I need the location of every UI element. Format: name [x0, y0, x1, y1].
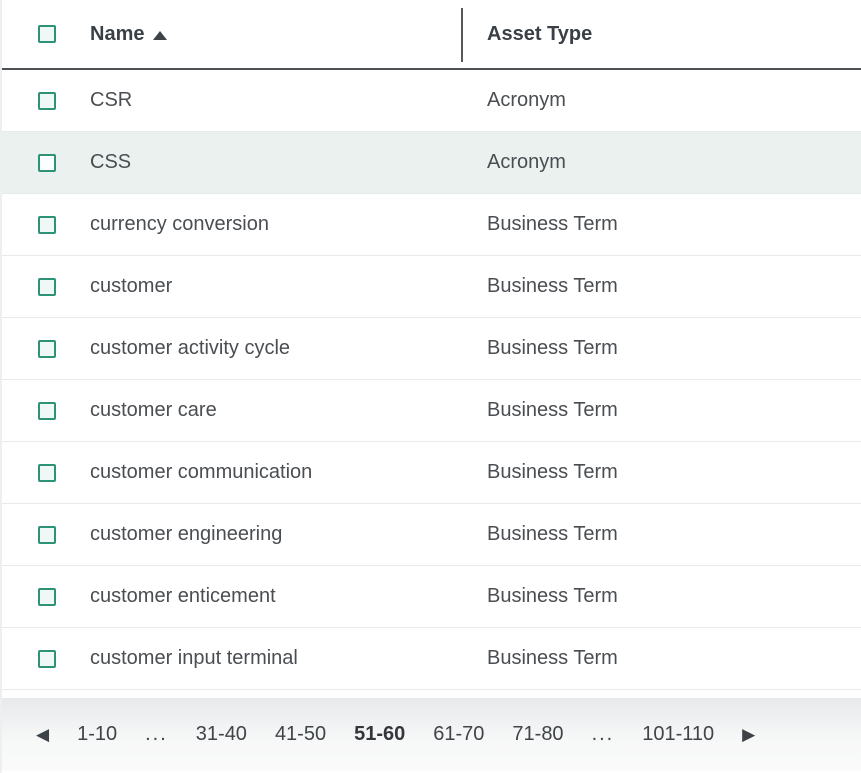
- row-asset-type: Business Term: [487, 399, 618, 421]
- row-checkbox-cell: [2, 649, 90, 668]
- pagination-bar: ◀ 1-10... 31-40 41-50 51-60 61-70 71-80... 101…: [2, 690, 861, 771]
- name-column-header[interactable]: Name: [90, 22, 145, 45]
- row-name[interactable]: customer enticement: [90, 585, 276, 607]
- row-checkbox[interactable]: [38, 339, 56, 358]
- row-name[interactable]: customer care: [90, 399, 217, 421]
- table-row[interactable]: currency conversion Business Term: [2, 194, 861, 256]
- sort-ascending-icon[interactable]: [153, 30, 168, 40]
- page-ellipsis: ...: [591, 723, 615, 745]
- asset-type-column-header[interactable]: Asset Type: [487, 22, 593, 45]
- row-name[interactable]: CSS: [90, 151, 132, 173]
- next-page-icon[interactable]: ▶: [742, 725, 756, 744]
- table-row[interactable]: customer care Business Term: [2, 380, 861, 442]
- row-checkbox[interactable]: [38, 215, 56, 234]
- row-checkbox[interactable]: [38, 153, 56, 172]
- row-checkbox[interactable]: [38, 91, 56, 110]
- table-row[interactable]: CSR Acronym: [2, 70, 861, 132]
- row-asset-type: Business Term: [487, 523, 618, 545]
- row-checkbox-cell: [2, 587, 90, 606]
- row-checkbox-cell: [2, 215, 90, 234]
- table-row[interactable]: customer communication Business Term: [2, 442, 861, 504]
- table-row[interactable]: customer engineering Business Term: [2, 504, 861, 566]
- page-link-71-80[interactable]: 71-80: [512, 723, 564, 745]
- asset-table: Name Asset Type CSR Acronym CSS Acronym …: [2, 0, 861, 690]
- row-checkbox-cell: [2, 463, 90, 482]
- row-asset-type: Business Term: [487, 461, 618, 483]
- header-asset-type-cell[interactable]: Asset Type: [463, 23, 861, 46]
- row-asset-type: Business Term: [487, 337, 618, 359]
- row-checkbox[interactable]: [38, 525, 56, 544]
- row-asset-type: Acronym: [487, 89, 566, 111]
- row-checkbox-cell: [2, 277, 90, 296]
- page-link-31-40[interactable]: 31-40: [195, 723, 247, 745]
- page-link-61-70[interactable]: 61-70: [433, 723, 485, 745]
- table-header-row: Name Asset Type: [2, 0, 861, 70]
- row-checkbox[interactable]: [38, 401, 56, 420]
- row-name[interactable]: customer engineering: [90, 523, 283, 545]
- row-checkbox-cell: [2, 91, 90, 110]
- table-row[interactable]: customer activity cycle Business Term: [2, 318, 861, 380]
- row-checkbox-cell: [2, 525, 90, 544]
- row-checkbox[interactable]: [38, 649, 56, 668]
- row-checkbox-cell: [2, 339, 90, 358]
- page-link-1-10[interactable]: 1-10: [77, 723, 118, 745]
- column-divider: [461, 8, 463, 62]
- table-row[interactable]: customer input terminal Business Term: [2, 628, 861, 690]
- table-body: CSR Acronym CSS Acronym currency convers…: [2, 70, 861, 690]
- table-row[interactable]: CSS Acronym: [2, 132, 861, 194]
- row-checkbox-cell: [2, 401, 90, 420]
- row-checkbox[interactable]: [38, 587, 56, 606]
- page-link-41-50[interactable]: 41-50: [274, 723, 327, 745]
- row-checkbox[interactable]: [38, 463, 56, 482]
- select-all-checkbox[interactable]: [38, 25, 56, 43]
- page-link-101-110[interactable]: 101-110: [642, 723, 715, 745]
- row-name[interactable]: customer: [90, 275, 173, 297]
- row-asset-type: Business Term: [487, 275, 618, 297]
- row-name[interactable]: customer communication: [90, 461, 313, 483]
- table-row[interactable]: customer enticement Business Term: [2, 566, 861, 628]
- header-checkbox-cell: [2, 25, 90, 43]
- table-row[interactable]: customer Business Term: [2, 256, 861, 318]
- row-asset-type: Business Term: [487, 647, 618, 669]
- previous-page-icon[interactable]: ◀: [36, 725, 50, 744]
- row-name[interactable]: customer input terminal: [90, 647, 298, 669]
- row-name[interactable]: customer activity cycle: [90, 337, 291, 359]
- row-asset-type: Business Term: [487, 213, 618, 235]
- row-asset-type: Acronym: [487, 151, 566, 173]
- row-checkbox[interactable]: [38, 277, 56, 296]
- row-checkbox-cell: [2, 153, 90, 172]
- page-ellipsis: ...: [145, 723, 168, 745]
- row-asset-type: Business Term: [487, 585, 618, 607]
- page-link-51-60[interactable]: 51-60: [354, 723, 406, 745]
- header-name-cell[interactable]: Name: [90, 23, 463, 46]
- row-name[interactable]: CSR: [90, 89, 133, 111]
- row-name[interactable]: currency conversion: [90, 213, 269, 235]
